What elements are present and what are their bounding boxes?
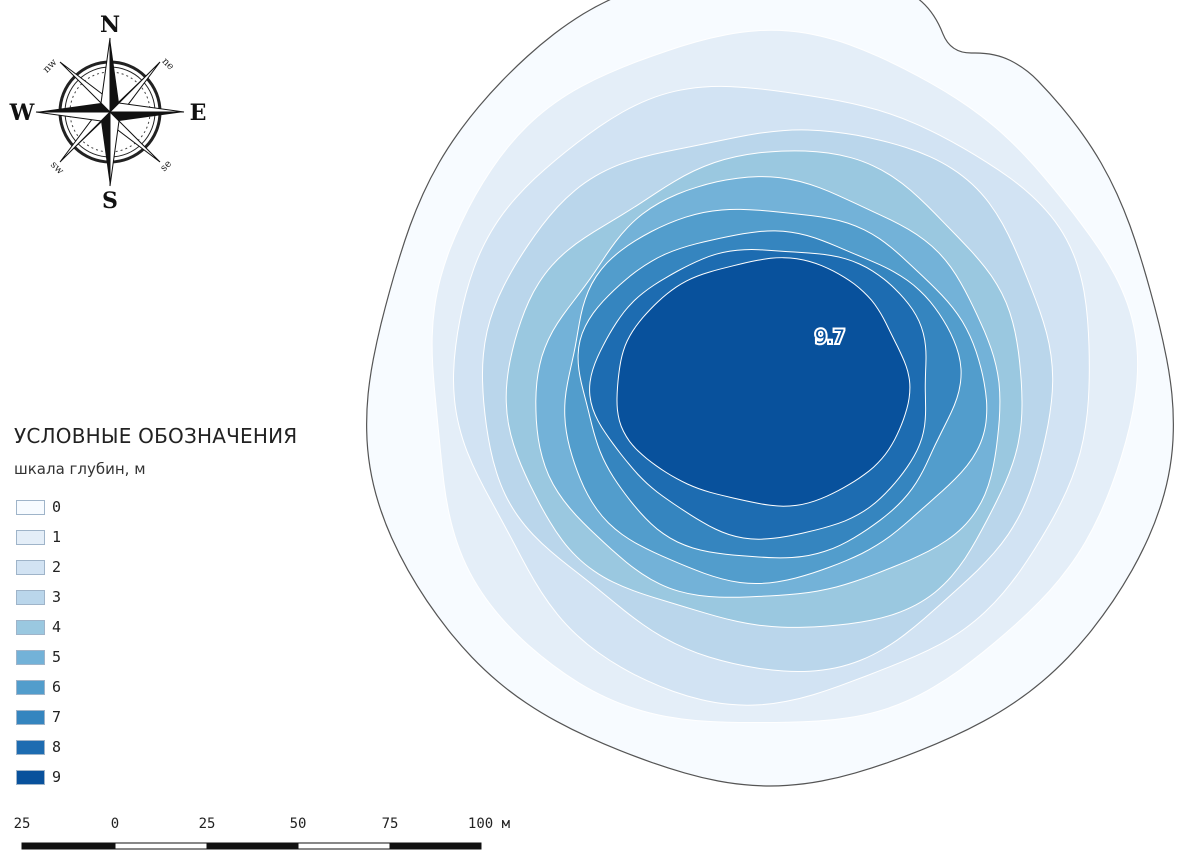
legend-item: 3 xyxy=(14,582,344,612)
legend-swatch xyxy=(16,559,45,575)
legend-item: 2 xyxy=(14,552,344,582)
legend-swatch xyxy=(16,499,45,515)
legend-item: 5 xyxy=(14,642,344,672)
scale-bar-label: 100 м xyxy=(468,816,511,832)
legend-item: 8 xyxy=(14,732,344,762)
scale-bar-segment xyxy=(389,842,482,850)
depth-zone-9 xyxy=(616,257,911,507)
legend-item: 0 xyxy=(14,492,344,522)
legend-title: УСЛОВНЫЕ ОБОЗНАЧЕНИЯ xyxy=(14,424,298,448)
scale-bar-label: 75 xyxy=(382,816,399,832)
compass-star-icon xyxy=(35,37,185,187)
legend-label: 1 xyxy=(52,528,62,546)
scale-bar-label: 0 xyxy=(111,816,119,832)
scale-bar: 25 0 25 50 75 100 м xyxy=(14,816,511,850)
scale-bar-label: 25 xyxy=(14,816,31,832)
legend-list: 0 1 2 3 4 5 6 7 8 9 xyxy=(14,492,344,792)
compass-se-label: se xyxy=(158,158,174,174)
legend-item: 6 xyxy=(14,672,344,702)
scale-bar-label: 25 xyxy=(199,816,216,832)
legend-swatch xyxy=(16,649,45,665)
legend-label: 5 xyxy=(52,648,62,666)
compass-rose: N S E W nw ne sw se xyxy=(9,12,207,214)
legend-label: 8 xyxy=(52,738,62,756)
legend-item: 7 xyxy=(14,702,344,732)
legend-label: 0 xyxy=(52,498,62,516)
scale-bar-label: 50 xyxy=(290,816,307,832)
legend-swatch xyxy=(16,679,45,695)
compass-nw-label: nw xyxy=(41,57,60,76)
legend-swatch xyxy=(16,529,45,545)
legend-label: 3 xyxy=(52,588,62,606)
compass-north-label: N xyxy=(100,12,120,38)
max-depth-label: 9.7 xyxy=(815,326,845,348)
legend-swatch xyxy=(16,589,45,605)
legend-label: 4 xyxy=(52,618,62,636)
legend-swatch xyxy=(16,769,45,785)
compass-sw-label: sw xyxy=(48,159,66,177)
scale-bar-segment xyxy=(297,842,391,850)
compass-south-label: S xyxy=(102,188,118,214)
compass-ne-label: ne xyxy=(160,56,177,73)
legend-label: 9 xyxy=(52,768,62,786)
scale-bar-segment xyxy=(21,842,116,850)
legend-label: 7 xyxy=(52,708,62,726)
legend-label: 2 xyxy=(52,558,62,576)
legend-label: 6 xyxy=(52,678,62,696)
legend-swatch xyxy=(16,739,45,755)
legend-subtitle: шкала глубин, м xyxy=(14,460,146,478)
scale-bar-segment xyxy=(206,842,299,850)
legend-item: 4 xyxy=(14,612,344,642)
legend-item: 9 xyxy=(14,762,344,792)
compass-east-label: E xyxy=(190,100,207,126)
map-legend: УСЛОВНЫЕ ОБОЗНАЧЕНИЯ шкала глубин, м 0 1 2… xyxy=(14,424,344,792)
scale-bar-segment xyxy=(114,842,208,850)
legend-item: 1 xyxy=(14,522,344,552)
compass-west-label: W xyxy=(9,100,35,126)
legend-swatch xyxy=(16,619,45,635)
legend-swatch xyxy=(16,709,45,725)
